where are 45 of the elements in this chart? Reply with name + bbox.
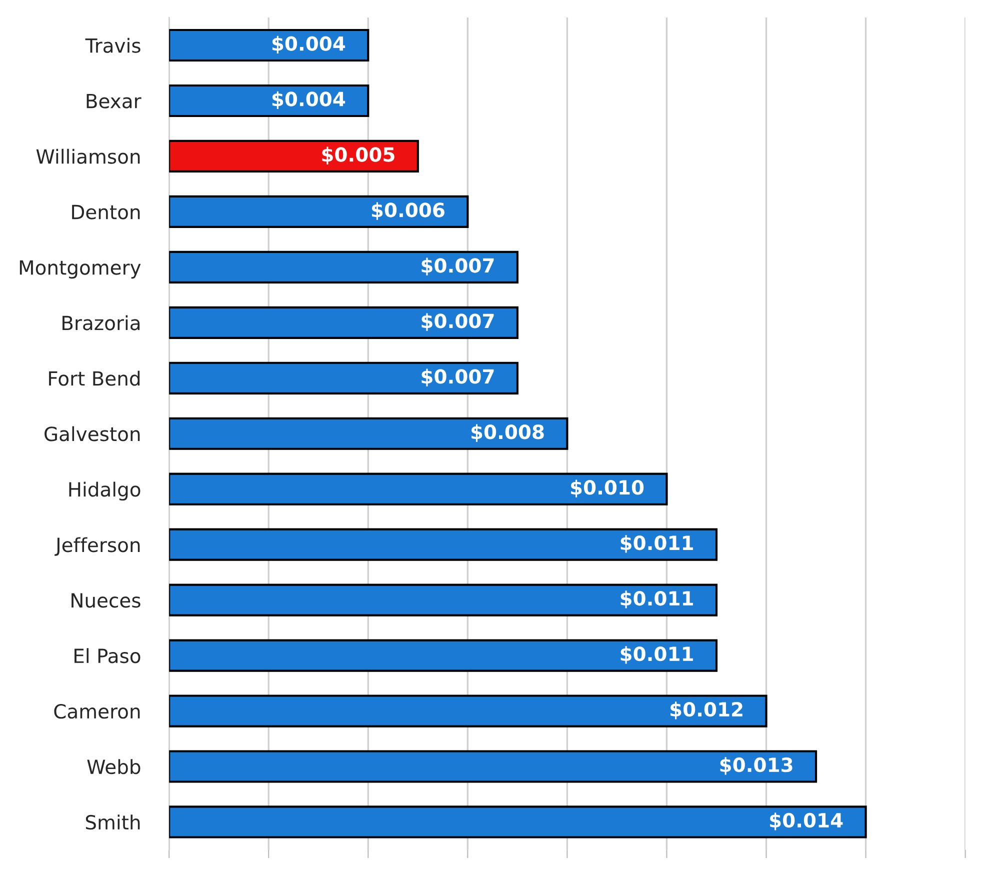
data-label: $0.007 <box>422 258 494 276</box>
y-tick-label: Bexar <box>86 94 142 108</box>
bar <box>169 417 568 450</box>
bar <box>169 140 419 173</box>
data-label: $0.011 <box>620 535 693 553</box>
bar <box>169 472 668 506</box>
data-label: $0.004 <box>272 91 346 109</box>
y-tick-label: Fort Bend <box>49 370 140 386</box>
y-tick-label: Brazoria <box>62 315 140 330</box>
y-tick-label: El Paso <box>74 648 140 664</box>
data-label: $0.006 <box>372 202 444 220</box>
bar <box>169 84 370 118</box>
data-label: $0.011 <box>620 646 693 664</box>
y-tick-label: Travis <box>85 38 140 53</box>
bar <box>169 28 370 62</box>
y-tick-label: Denton <box>72 204 140 220</box>
y-tick-label: Nueces <box>72 593 140 608</box>
y-tick-label: Williamson <box>36 148 140 164</box>
bar <box>169 806 867 838</box>
bar <box>169 584 718 616</box>
data-label: $0.014 <box>770 812 843 830</box>
y-tick-label: Montgomery <box>20 260 141 279</box>
y-tick-label: Webb <box>87 759 140 774</box>
data-label: $0.007 <box>422 368 494 386</box>
data-label: $0.008 <box>471 424 544 442</box>
data-label: $0.004 <box>272 36 346 54</box>
data-label: $0.013 <box>720 757 792 775</box>
y-tick-label: Jefferson <box>54 537 140 556</box>
bar <box>169 750 818 783</box>
y-tick-label: Cameron <box>54 704 140 719</box>
data-label: $0.007 <box>422 313 494 331</box>
bar <box>169 306 518 339</box>
data-label: $0.005 <box>322 146 394 164</box>
bar <box>169 528 718 561</box>
data-label: $0.011 <box>620 590 693 608</box>
y-tick-label: Galveston <box>44 426 140 442</box>
y-tick-label: Hidalgo <box>69 482 140 501</box>
y-tick-label: Smith <box>86 814 140 830</box>
data-label: $0.010 <box>571 480 644 498</box>
bar <box>169 694 768 728</box>
bar <box>169 195 469 228</box>
bar <box>169 362 518 394</box>
bar <box>169 250 518 284</box>
data-label: $0.012 <box>670 702 742 720</box>
bar <box>169 639 718 672</box>
